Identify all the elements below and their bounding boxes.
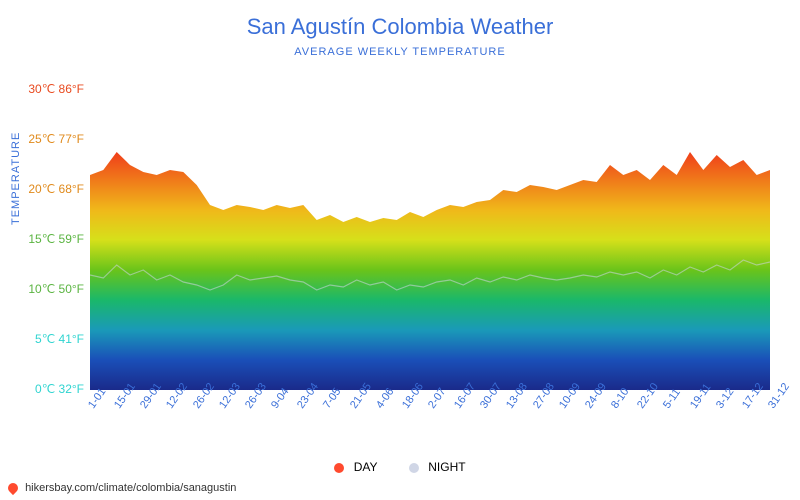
legend-night: NIGHT [409,460,466,474]
location-pin-icon [6,481,20,495]
y-tick: 25℃ 77°F [4,132,84,146]
chart-subtitle: AVERAGE WEEKLY TEMPERATURE [0,46,800,58]
weather-chart-container: San Agustín Colombia Weather AVERAGE WEE… [0,0,800,500]
legend-day-label: DAY [354,460,378,474]
chart-title: San Agustín Colombia Weather [0,0,800,40]
attribution-text: hikersbay.com/climate/colombia/sanagusti… [25,482,236,494]
y-tick: 15℃ 59°F [4,232,84,246]
x-tick: 5-11 [661,387,683,411]
chart-plot-area [90,70,770,390]
y-tick: 10℃ 50°F [4,282,84,296]
legend-night-dot [409,463,419,473]
legend-day: DAY [334,460,377,474]
chart-legend: DAY NIGHT [0,460,800,474]
y-tick: 20℃ 68°F [4,182,84,196]
attribution: hikersbay.com/climate/colombia/sanagusti… [8,482,236,494]
chart-svg [90,70,770,390]
legend-night-label: NIGHT [428,460,465,474]
y-tick: 5℃ 41°F [4,332,84,346]
y-tick: 0℃ 32°F [4,382,84,396]
y-tick: 30℃ 86°F [4,82,84,96]
legend-day-dot [334,463,344,473]
